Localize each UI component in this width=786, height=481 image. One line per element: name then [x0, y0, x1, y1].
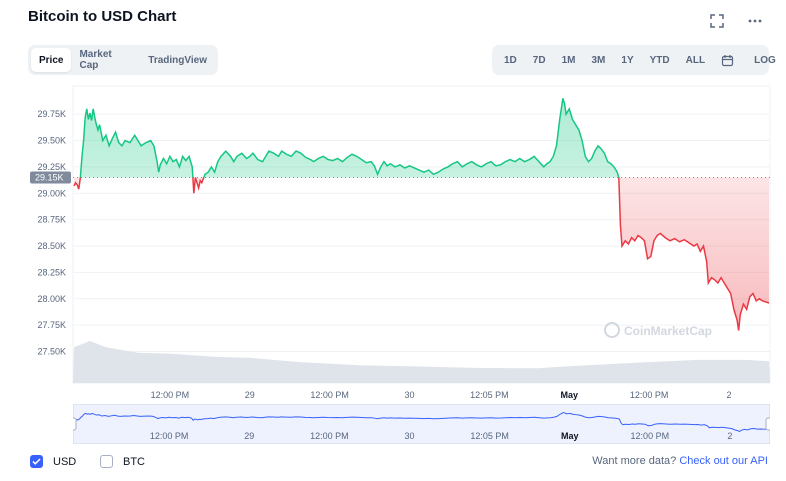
price-area-above: [80, 98, 619, 178]
range-1y[interactable]: 1Y: [621, 54, 634, 66]
range-navigator[interactable]: 12:00 PM 29 12:00 PM 30 12:05 PM May 12:00 PM 2: [73, 404, 770, 444]
tab-tradingview[interactable]: TradingView: [148, 54, 207, 66]
y-tick-label: 29.00K: [37, 188, 66, 198]
x-tick-label: May: [561, 390, 579, 400]
more-horizontal-icon[interactable]: [746, 12, 764, 30]
price-fill: [74, 98, 769, 331]
chart-type-tabs: Price Market Cap TradingView: [28, 45, 218, 75]
range-7d[interactable]: 7D: [532, 54, 546, 66]
x-tick-label: 30: [405, 390, 415, 400]
range-1m[interactable]: 1M: [561, 54, 576, 66]
price-line-below: [73, 177, 770, 331]
price-lines: [73, 98, 770, 331]
btc-label: BTC: [123, 455, 145, 468]
y-tick-label: 29.50K: [37, 136, 66, 146]
btc-checkbox[interactable]: [100, 455, 113, 468]
price-line-above: [79, 98, 620, 178]
range-ytd[interactable]: YTD: [649, 54, 670, 66]
api-promo-text: Want more data?: [592, 455, 677, 467]
navigator-tick-label: 29: [244, 431, 254, 441]
navigator-tick-label: 12:00 PM: [631, 431, 670, 441]
x-tick-label: 12:00 PM: [310, 390, 349, 400]
btc-toggle[interactable]: BTC: [100, 455, 145, 468]
watermark: CoinMarketCap: [604, 322, 712, 338]
navigator-tick-label: 12:05 PM: [470, 431, 509, 441]
api-promo: Want more data? Check out our API: [592, 455, 768, 467]
navigator-tick-label: 12:00 PM: [310, 431, 349, 441]
navigator-left-handle[interactable]: [73, 417, 77, 431]
tab-market-cap[interactable]: Market Cap: [79, 49, 112, 71]
navigator-tick-label: 30: [404, 431, 414, 441]
volume-shape: [73, 341, 770, 383]
navigator-x-axis: 12:00 PM 29 12:00 PM 30 12:05 PM May 12:00 PM 2: [150, 431, 733, 441]
api-link[interactable]: Check out our API: [679, 455, 768, 467]
y-tick-label: 29.25K: [37, 162, 66, 172]
range-all[interactable]: ALL: [685, 54, 706, 66]
navigator-tick-label: 12:00 PM: [150, 431, 189, 441]
fullscreen-icon[interactable]: [708, 12, 726, 30]
range-1d[interactable]: 1D: [504, 54, 517, 66]
x-tick-label: 29: [245, 390, 255, 400]
volume-area: [73, 341, 770, 383]
y-tick-label: 28.50K: [37, 241, 66, 251]
navigator-tick-label: May: [561, 431, 579, 441]
usd-checkbox[interactable]: [30, 455, 43, 468]
y-tick-label: 28.25K: [37, 267, 66, 277]
usd-toggle[interactable]: USD: [30, 455, 76, 468]
y-tick-label: 29.75K: [37, 109, 66, 119]
log-scale-toggle[interactable]: LOG: [754, 54, 776, 66]
x-tick-label: 12:00 PM: [151, 390, 190, 400]
x-tick-label: 12:05 PM: [470, 390, 509, 400]
price-chart[interactable]: 29.75K 29.50K 29.25K 29.00K 28.75K 28.50K 28.2…: [0, 0, 786, 400]
navigator-line: [73, 411, 770, 433]
navigator-tick-label: 2: [727, 431, 732, 441]
watermark-text: CoinMarketCap: [624, 324, 712, 338]
price-area-below: [74, 177, 769, 331]
range-3m[interactable]: 3M: [591, 54, 606, 66]
x-tick-label: 2: [727, 390, 732, 400]
tab-price[interactable]: Price: [31, 48, 72, 72]
navigator-right-handle[interactable]: [765, 417, 770, 431]
y-tick-label: 28.00K: [37, 294, 66, 304]
y-tick-label: 27.50K: [37, 347, 66, 357]
y-tick-label: 28.75K: [37, 215, 66, 225]
range-selector: 1D 7D 1M 3M 1Y YTD ALL LOG: [492, 45, 776, 75]
calendar-icon[interactable]: [713, 48, 742, 72]
y-tick-label: 27.75K: [37, 320, 66, 330]
y-axis: 29.75K 29.50K 29.25K 29.00K 28.75K 28.50K 28.2…: [37, 109, 66, 356]
page-title: Bitcoin to USD Chart: [28, 8, 177, 25]
x-axis: 12:00 PM 29 12:00 PM 30 12:05 PM May 12:00 PM 2: [151, 390, 732, 400]
x-tick-label: 12:00 PM: [630, 390, 669, 400]
svg-text:29.15K: 29.15K: [35, 172, 64, 182]
reference-price-label: 29.15K: [30, 171, 71, 184]
usd-label: USD: [53, 455, 77, 468]
